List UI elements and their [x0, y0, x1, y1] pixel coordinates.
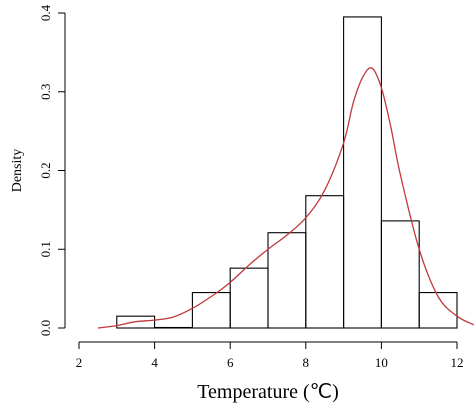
x-tick-label-1: 4: [151, 355, 158, 370]
x-axis-title: Temperature (℃): [197, 381, 339, 403]
histogram-bar-7: [380, 220, 420, 329]
histogram-bar-4: [267, 232, 307, 329]
y-tick-label-3: 0.3: [38, 84, 53, 100]
x-tick-label-2: 6: [227, 355, 234, 370]
histogram-bar-5: [305, 195, 345, 329]
y-tick-label-1: 0.1: [38, 241, 53, 257]
histogram-bar-0: [116, 315, 156, 329]
histogram-bar-6: [343, 16, 382, 329]
density-curve-layer: [97, 67, 474, 329]
x-axis: 2 4 6 8 10 12: [76, 341, 464, 370]
y-tick-label-2: 0.2: [38, 162, 53, 178]
histogram-bar-1: [154, 326, 193, 329]
x-tick-label-3: 8: [303, 355, 310, 370]
y-tick-label-0: 0.0: [38, 320, 53, 336]
y-axis: 0.0 0.1 0.2 0.3 0.4: [38, 4, 66, 336]
histogram-bar-2: [191, 292, 231, 329]
histogram-bars: [116, 16, 458, 329]
histogram-bar-8: [418, 292, 458, 329]
y-tick-label-4: 0.4: [38, 4, 53, 21]
y-axis-title: Density: [10, 149, 25, 193]
x-tick-label-4: 10: [375, 355, 388, 370]
x-tick-label-5: 12: [451, 355, 464, 370]
density-curve: [97, 67, 474, 329]
x-tick-label-0: 2: [76, 355, 83, 370]
